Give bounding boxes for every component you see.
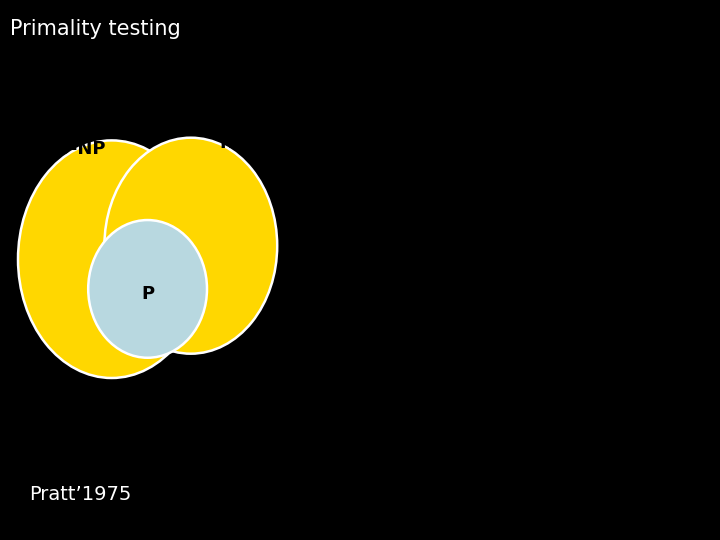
Text: co-NP: co-NP: [47, 139, 105, 158]
Text: Primality testing: Primality testing: [10, 19, 181, 39]
Text: NP: NP: [220, 134, 248, 152]
Ellipse shape: [88, 220, 207, 357]
Ellipse shape: [18, 140, 205, 378]
Text: Pratt’1975: Pratt’1975: [29, 484, 131, 504]
Ellipse shape: [104, 138, 277, 354]
Text: P: P: [141, 285, 154, 303]
